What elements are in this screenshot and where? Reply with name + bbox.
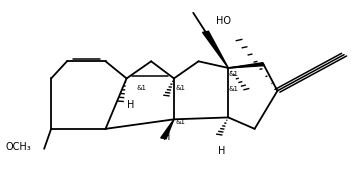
Text: OCH₃: OCH₃ — [5, 142, 31, 152]
Polygon shape — [228, 63, 264, 68]
Text: &1: &1 — [228, 86, 238, 92]
Text: H: H — [217, 146, 225, 156]
Polygon shape — [161, 119, 174, 139]
Text: HO: HO — [216, 16, 231, 26]
Polygon shape — [203, 31, 228, 68]
Text: &1: &1 — [176, 85, 186, 91]
Text: H: H — [163, 132, 171, 142]
Text: &1: &1 — [136, 85, 146, 91]
Text: &1: &1 — [176, 119, 186, 125]
Text: &1: &1 — [228, 71, 238, 77]
Text: H: H — [127, 100, 134, 110]
